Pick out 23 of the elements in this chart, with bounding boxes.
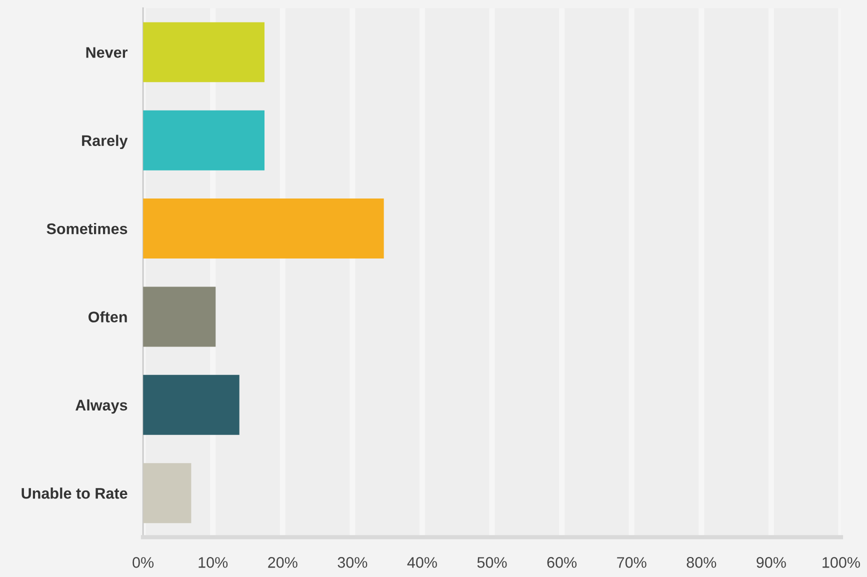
bar	[143, 286, 216, 347]
bar	[143, 374, 240, 435]
y-tick-label: Often	[88, 311, 127, 322]
x-tick-label: 10%	[198, 557, 228, 568]
bar	[143, 463, 192, 524]
x-tick-label: 80%	[686, 557, 716, 568]
x-tick-label: 30%	[338, 557, 368, 568]
x-tick-label: 50%	[477, 557, 507, 568]
x-tick-label: 70%	[617, 557, 646, 568]
bar	[143, 198, 384, 259]
bar	[143, 22, 264, 82]
x-tick-label: 40%	[407, 557, 437, 568]
x-tick-label: 60%	[547, 557, 577, 568]
y-tick-label: Sometimes	[46, 223, 128, 234]
y-tick-label: Rarely	[82, 134, 128, 150]
x-tick-label: 90%	[756, 557, 786, 568]
x-tick-label: 0%	[132, 557, 154, 568]
y-tick-label: Always	[76, 399, 128, 414]
y-tick-label: Never	[86, 47, 128, 58]
bar	[143, 110, 264, 170]
x-tick-label: 100%	[822, 557, 860, 568]
x-tick-label: 20%	[268, 557, 298, 568]
y-tick-label: Unable to Rate	[22, 488, 128, 499]
